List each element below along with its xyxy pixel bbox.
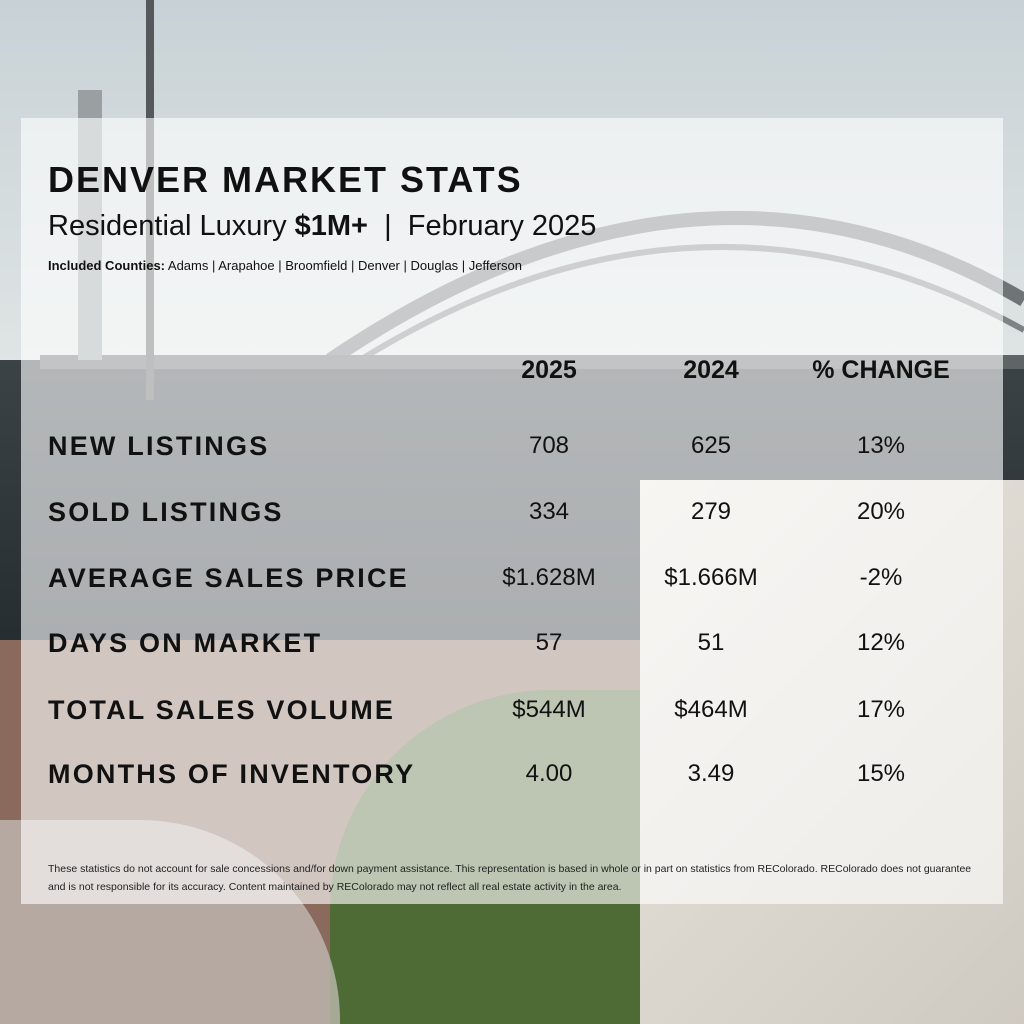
column-header-2025: 2025 (521, 356, 577, 384)
subtitle: Residential Luxury $1M+ | February 2025 (48, 212, 596, 241)
included-counties: Included Counties: Adams | Arapahoe | Br… (48, 259, 522, 272)
stats-row-average-sales-price: AVERAGE SALES PRICE $1.628M $1.666M -2% (21, 558, 1003, 598)
value-change: 20% (856, 498, 906, 525)
value-change: 12% (856, 629, 906, 656)
value-2025: 334 (528, 498, 570, 525)
row-label: MONTHS OF INVENTORY (48, 759, 416, 789)
stats-row-sold-listings: SOLD LISTINGS 334 279 20% (21, 492, 1003, 532)
row-label: DAYS ON MARKET (48, 628, 323, 658)
value-change: -2% (859, 564, 903, 591)
column-header-change: % CHANGE (812, 356, 950, 384)
value-2024: $464M (674, 696, 748, 723)
value-change: 17% (856, 696, 906, 723)
subtitle-period: February 2025 (407, 210, 597, 242)
subtitle-price-tier: $1M+ (294, 210, 368, 242)
value-2025: 4.00 (525, 760, 573, 787)
value-2024: 3.49 (687, 760, 735, 787)
value-2024: 51 (697, 629, 725, 656)
value-2024: 279 (690, 498, 732, 525)
value-2024: $1.666M (664, 564, 758, 591)
value-2025: $544M (512, 696, 586, 723)
value-2025: 57 (535, 629, 563, 656)
stats-row-new-listings: NEW LISTINGS 708 625 13% (21, 426, 1003, 466)
subtitle-separator: | (384, 210, 392, 242)
value-2024: 625 (690, 432, 732, 459)
row-label: SOLD LISTINGS (48, 497, 284, 527)
counties-list: Adams | Arapahoe | Broomfield | Denver |… (167, 258, 523, 273)
row-label: NEW LISTINGS (48, 431, 270, 461)
page-title: DENVER MARKET STATS (48, 159, 523, 200)
value-2025: 708 (528, 432, 570, 459)
market-stats-card: DENVER MARKET STATS Residential Luxury $… (21, 118, 1003, 904)
column-header-2024: 2024 (683, 356, 739, 384)
disclaimer-text: These statistics do not account for sale… (48, 863, 972, 893)
value-2025: $1.628M (502, 564, 596, 591)
counties-label: Included Counties: (48, 258, 165, 273)
subtitle-prefix: Residential Luxury (48, 210, 287, 242)
stats-row-days-on-market: DAYS ON MARKET 57 51 12% (21, 623, 1003, 663)
value-change: 15% (856, 760, 906, 787)
row-label: TOTAL SALES VOLUME (48, 695, 396, 725)
stats-row-total-sales-volume: TOTAL SALES VOLUME $544M $464M 17% (21, 690, 1003, 730)
row-label: AVERAGE SALES PRICE (48, 563, 409, 593)
stats-row-months-of-inventory: MONTHS OF INVENTORY 4.00 3.49 15% (21, 754, 1003, 794)
value-change: 13% (856, 432, 906, 459)
